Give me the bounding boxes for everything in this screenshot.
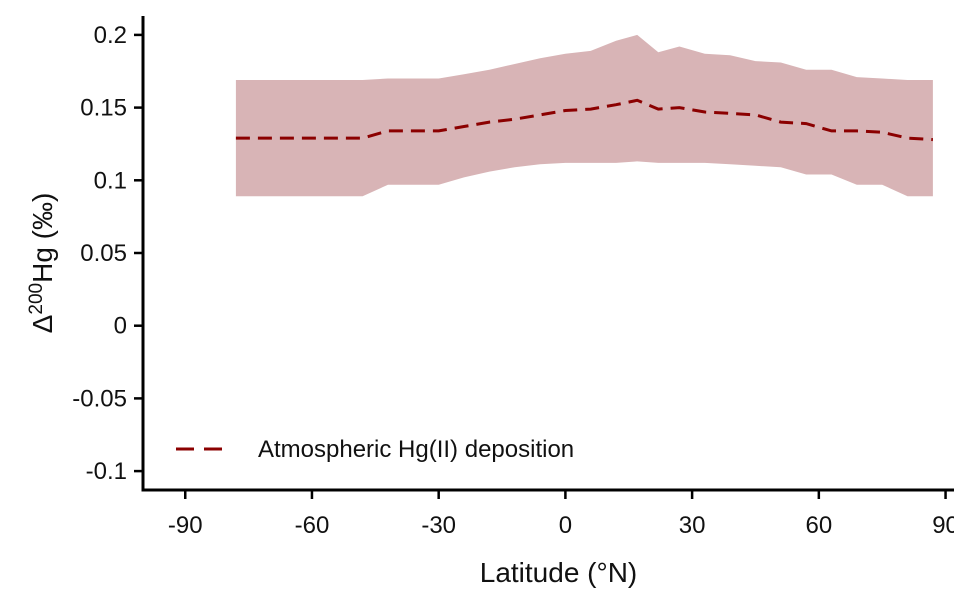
- y-axis-title-suffix: Hg (‰): [27, 193, 58, 283]
- axes: -90 -60 -30 0 30 60 90 -0.1 -0.05 0 0.05 0.1 0.15 0.…: [72, 16, 954, 539]
- y-tick-label: 0.2: [94, 22, 127, 49]
- x-tick-label: 90: [932, 512, 954, 539]
- y-axis-title-prefix: Δ: [27, 315, 58, 334]
- y-tick-label: 0: [114, 313, 127, 340]
- x-ticks: -90 -60 -30 0 30 60 90: [168, 490, 954, 539]
- y-axis-title-superscript: 200: [26, 283, 47, 315]
- x-tick-label: -90: [168, 512, 203, 539]
- y-tick-label: -0.05: [72, 385, 127, 412]
- x-axis-title: Latitude (°N): [480, 557, 638, 588]
- x-tick-label: 30: [679, 512, 706, 539]
- y-tick-label: -0.1: [86, 458, 127, 485]
- y-tick-label: 0.1: [94, 167, 127, 194]
- y-axis-title: Δ200Hg (‰): [26, 193, 58, 334]
- x-tick-label: -30: [421, 512, 456, 539]
- uncertainty-band: [235, 34, 933, 197]
- y-tick-label: 0.05: [80, 240, 127, 267]
- x-tick-label: 60: [805, 512, 832, 539]
- x-tick-label: 0: [559, 512, 572, 539]
- x-tick-label: -60: [295, 512, 330, 539]
- legend-label: Atmospheric Hg(II) deposition: [258, 436, 574, 463]
- series-line: [235, 98, 933, 142]
- legend: Atmospheric Hg(II) deposition: [176, 436, 574, 463]
- y-tick-label: 0.15: [80, 95, 127, 122]
- y-ticks: -0.1 -0.05 0 0.05 0.1 0.15 0.2: [72, 22, 143, 485]
- plot-area: [235, 34, 933, 197]
